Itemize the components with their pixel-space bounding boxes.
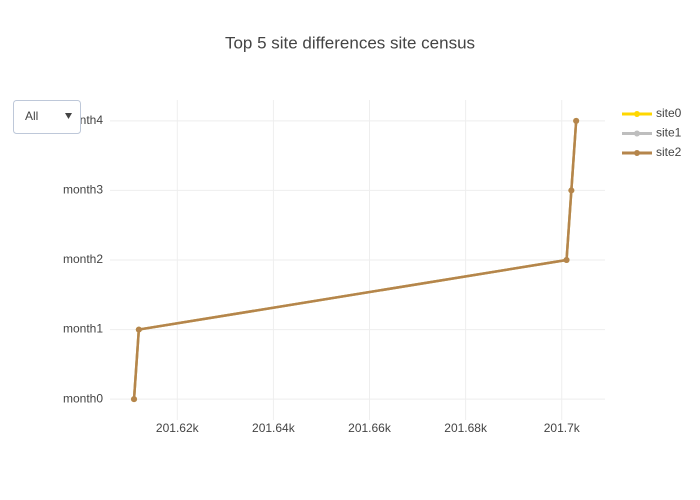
legend-label: site2 <box>656 145 682 159</box>
legend-marker <box>634 130 640 137</box>
chart-title: Top 5 site differences site census <box>225 33 475 52</box>
point <box>568 187 575 194</box>
x-tick-label: 201.66k <box>348 421 392 435</box>
dropdown[interactable]: All <box>13 100 81 134</box>
x-tick-label: 201.7k <box>544 421 581 435</box>
x-tick-label: 201.62k <box>156 421 200 435</box>
plot-area: 201.62k 201.64k 201.66k 201.68k 201.7k month0… <box>63 100 605 435</box>
legend-marker <box>634 111 640 117</box>
legend-label: site0 <box>656 106 682 120</box>
x-tick-label: 201.68k <box>444 421 488 435</box>
dropdown-arrow[interactable] <box>65 113 72 119</box>
point <box>131 396 138 403</box>
legend-label: site1 <box>656 126 682 140</box>
y-tick-label: month2 <box>63 252 103 266</box>
x-tick-label: 201.64k <box>252 421 296 435</box>
point <box>563 257 570 263</box>
dropdown-box[interactable] <box>13 100 81 134</box>
legend-marker <box>634 150 640 156</box>
point <box>135 326 142 333</box>
dropdown-label[interactable]: All <box>25 109 38 123</box>
y-tick-label: month1 <box>63 322 103 336</box>
point <box>573 117 580 124</box>
legend: site0 site1 site2 <box>622 106 682 159</box>
y-tick-label: month3 <box>63 183 103 197</box>
y-tick-label: month0 <box>63 391 103 405</box>
